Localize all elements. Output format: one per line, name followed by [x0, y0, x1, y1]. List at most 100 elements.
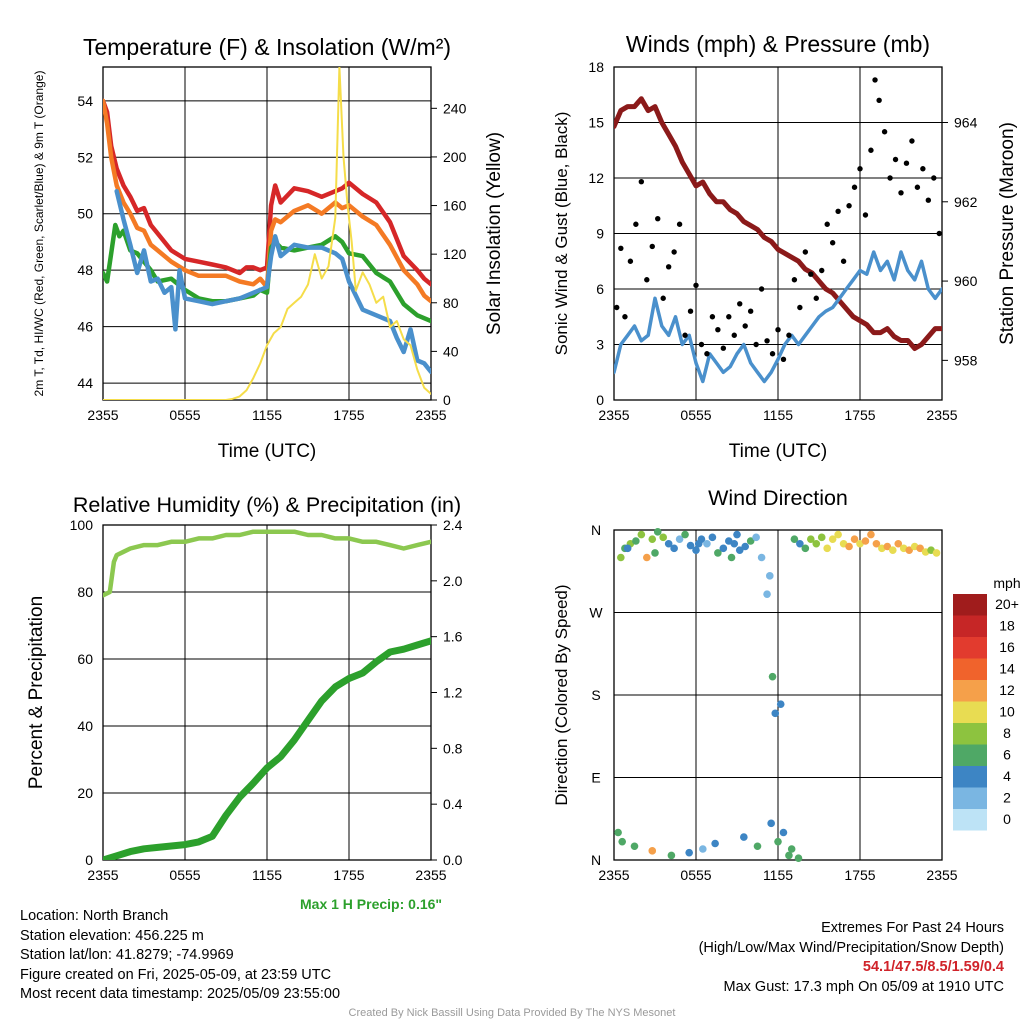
y2-tick-label: 160	[443, 198, 467, 214]
gust-point	[851, 184, 858, 190]
y-axis-label: Direction (Colored By Speed)	[552, 584, 571, 805]
legend-label: 14	[999, 661, 1015, 677]
latlon-text: Station lat/lon: 41.8279; -74.9969	[20, 947, 234, 963]
legend-label: 20+	[995, 596, 1019, 612]
station-info: Location: North Branch Station elevation…	[20, 907, 340, 1005]
gust-point	[614, 304, 620, 311]
gust-point	[731, 332, 737, 338]
y2-tick-label: 1.6	[443, 629, 463, 645]
wind-direction-point	[694, 539, 703, 548]
footer-credit: Created By Nick Bassill Using Data Provi…	[348, 1007, 676, 1019]
gust-point	[742, 323, 748, 329]
wind-direction-point	[817, 533, 826, 542]
wind-direction-point	[823, 544, 831, 553]
legend-swatch	[953, 744, 987, 766]
wind-direction-point	[711, 839, 719, 848]
x-tick-label: 1155	[252, 407, 282, 423]
x-tick-label: 0555	[680, 407, 711, 423]
wind-direction-point	[651, 549, 659, 557]
wind-direction-point	[768, 672, 777, 681]
gust-point	[655, 216, 661, 222]
gust-point	[622, 314, 628, 320]
legend-label: 8	[1003, 725, 1011, 741]
wind-direction-point	[618, 837, 626, 846]
wind-direction-point	[828, 535, 837, 543]
gust-point	[618, 245, 624, 251]
wind-direction-point	[714, 549, 722, 557]
plot-frame	[102, 66, 432, 401]
speed-legend: mph 20+ 18 16 14 12 10 8 6 4 2 0	[953, 575, 1021, 831]
gust-point	[846, 203, 852, 209]
wind-direction-point	[708, 533, 717, 542]
gust-point	[709, 314, 716, 320]
legend-swatch	[953, 594, 987, 616]
wind-direction-point	[617, 553, 625, 562]
gust-point	[791, 277, 798, 283]
gust-point	[862, 212, 869, 218]
x-tick-label: 1755	[844, 407, 875, 423]
y2-tick-label: 960	[954, 273, 978, 289]
gust-point	[665, 264, 672, 270]
y-tick-label: 60	[77, 651, 93, 667]
series-line-2	[103, 637, 431, 860]
y2-tick-label: 964	[954, 115, 978, 131]
y2-tick-label: 0.0	[443, 852, 463, 868]
gust-point	[819, 267, 825, 274]
gust-point	[808, 271, 814, 277]
chart-title: Wind Direction	[708, 486, 848, 510]
legend-swatch	[953, 658, 987, 680]
extremes-subtitle: (High/Low/Max Wind/Precipitation/Snow De…	[698, 939, 1004, 956]
gust-point	[931, 175, 937, 181]
wind-direction-point	[614, 828, 622, 837]
gust-point	[753, 341, 759, 348]
gust-point	[660, 295, 666, 301]
gust-point	[898, 190, 904, 196]
legend-label: 0	[1003, 811, 1011, 827]
gust-point	[892, 156, 899, 163]
wind-direction-point	[648, 535, 657, 543]
gust-point	[682, 332, 688, 338]
wind-direction-point	[637, 530, 646, 539]
wind-direction-point	[753, 842, 762, 851]
legend-swatch	[953, 701, 987, 723]
gust-point	[633, 221, 639, 227]
legend-label: 2	[1003, 790, 1011, 806]
gust-point	[824, 221, 830, 227]
wind-direction-point	[623, 544, 632, 553]
x-tick-label: 0555	[169, 867, 200, 883]
y2-tick-label: 958	[954, 352, 978, 368]
wind-direction-point	[794, 854, 803, 862]
gust-point	[715, 327, 721, 333]
gust-point	[925, 197, 932, 203]
wind-direction-point	[735, 546, 744, 554]
wind-direction-point	[740, 833, 748, 841]
gust-point	[881, 129, 888, 135]
plot-frame	[613, 66, 943, 401]
y-tick-label: S	[591, 687, 600, 703]
wind-direction-point	[719, 544, 728, 553]
x-tick-label: 1155	[252, 867, 282, 883]
x-tick-label: 0555	[680, 867, 711, 883]
gust-point	[698, 341, 705, 348]
wind-direction-point	[643, 553, 651, 562]
series-line-1	[614, 96, 942, 351]
y-axis-label: 2m T, Td, HI/WC (Red, Green, Scarlet/Blu…	[32, 71, 46, 397]
series-line-1	[103, 98, 431, 287]
y-tick-label: 3	[596, 337, 604, 353]
wind-direction-point	[834, 530, 842, 539]
chart-panel-2: Winds (mph) & Pressure (mb) 2355 0555 1155 1…	[552, 31, 1018, 462]
gust-point	[644, 277, 650, 283]
chart-title: Temperature (F) & Insolation (W/m²)	[83, 34, 451, 60]
legend-label: 6	[1003, 747, 1011, 763]
wind-direction-point	[675, 535, 684, 543]
wind-direction-point	[632, 537, 640, 545]
wind-direction-point	[685, 848, 693, 857]
wind-direction-point	[872, 539, 881, 548]
gust-point	[887, 175, 893, 181]
gust-point	[920, 166, 926, 172]
y2-tick-label: 962	[954, 194, 978, 210]
y-tick-label: 15	[588, 115, 604, 131]
x-tick-label: 2355	[415, 407, 446, 423]
plot-frame	[102, 524, 432, 861]
